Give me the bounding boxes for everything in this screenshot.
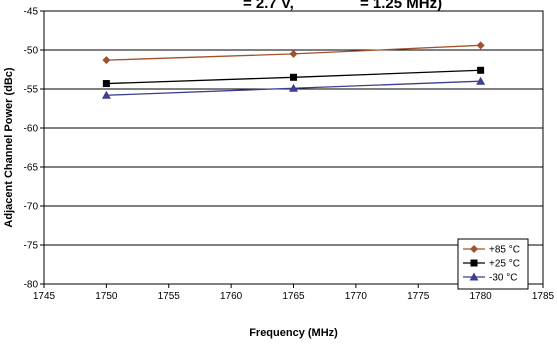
x-tick-label: 1765 <box>282 291 305 302</box>
svg-text:= 1.25 MHz): = 1.25 MHz) <box>360 0 442 12</box>
data-point <box>476 41 485 50</box>
x-axis-title: Frequency (MHz) <box>249 327 338 339</box>
legend-swatch-marker <box>469 272 479 281</box>
data-point <box>290 73 297 81</box>
x-axis: 1745 1750 1755 1760 1765 1770 1775 1780 1785 <box>33 284 555 302</box>
y-tick-label: -60 <box>24 124 39 135</box>
legend-swatch-marker <box>470 245 478 253</box>
legend-swatch-marker <box>470 259 478 267</box>
y-tick-label: -65 <box>24 163 39 174</box>
svg-text:= 2.7 V,: = 2.7 V, <box>243 0 294 12</box>
data-point <box>101 90 111 99</box>
legend-item: +85 °C <box>463 245 520 256</box>
y-tick-label: -80 <box>24 280 39 291</box>
y-tick-label: -75 <box>24 241 39 252</box>
data-point <box>289 83 298 92</box>
x-tick-label: 1775 <box>407 291 430 302</box>
legend-label: +25 °C <box>489 259 520 270</box>
x-tick-label: 1750 <box>95 291 118 302</box>
series-2 <box>101 76 486 99</box>
x-tick-label: 1770 <box>345 291 368 302</box>
y-tick-label: -70 <box>24 202 39 213</box>
data-point <box>476 76 486 85</box>
y-axis-title: Adjacent Channel Power (dBc) <box>3 67 15 227</box>
y-tick-label: -45 <box>24 7 39 18</box>
y-tick-label: -50 <box>24 46 39 57</box>
legend-label: +85 °C <box>489 245 520 256</box>
cropped-title-fragment: = 2.7 V, = 1.25 MHz) <box>243 0 442 12</box>
data-point <box>289 49 298 58</box>
data-point <box>102 56 111 65</box>
legend-box <box>457 238 529 290</box>
legend-item: +25 °C <box>463 259 520 270</box>
x-tick-label: 1785 <box>532 291 555 302</box>
legend-label: -30 °C <box>489 273 517 284</box>
x-tick-label: 1780 <box>470 291 493 302</box>
y-axis: -45 -50 -55 -60 -65 -70 -75 -80 <box>24 7 44 291</box>
legend: +85 °C +25 °C -30 °C <box>457 238 529 290</box>
data-point <box>477 66 485 74</box>
x-tick-label: 1745 <box>33 291 56 302</box>
y-tick-label: -55 <box>24 85 39 96</box>
x-tick-label: 1755 <box>158 291 181 302</box>
x-tick-label: 1760 <box>220 291 243 302</box>
series-1 <box>102 66 485 88</box>
series-0 <box>102 41 485 65</box>
data-point <box>102 80 110 88</box>
series <box>101 41 486 99</box>
legend-item: -30 °C <box>463 272 517 284</box>
